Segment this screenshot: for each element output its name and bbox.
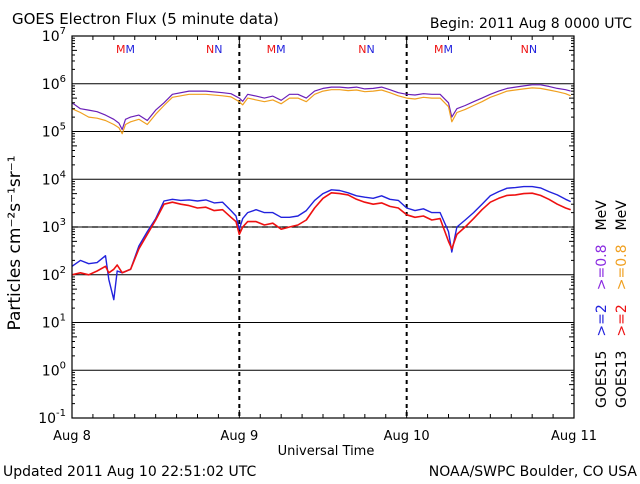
y-tick-label: 107 [42, 26, 66, 45]
m-marker: MM [434, 43, 453, 56]
x-axis-label: Universal Time [278, 444, 375, 459]
x-tick-label: Aug 8 [53, 429, 91, 444]
credit-label: NOAA/SWPC Boulder, CO USA [429, 464, 638, 480]
m-marker: MM [267, 43, 286, 56]
x-tick-label: Aug 9 [220, 429, 258, 444]
y-tick-label: 104 [42, 169, 66, 188]
legend-goes15: GOES15 >=2 >=0.8 MeV [594, 200, 610, 408]
y-tick-label: 105 [42, 122, 66, 141]
legend-goes13: GOES13 >=2 >=0.8 MeV [614, 200, 630, 408]
series-line-3 [71, 192, 571, 276]
axes: 107 106 105 104 103 102 101 100 10-1 MM MM MM NN NN NN… [38, 26, 597, 444]
gridlines [72, 35, 574, 419]
y-tick-label: 102 [42, 265, 66, 284]
n-marker: NN [521, 43, 537, 56]
series-line-0 [71, 84, 571, 131]
n-marker: NN [206, 43, 222, 56]
y-tick-label: 100 [42, 360, 66, 379]
y-tick-label: 103 [42, 217, 66, 236]
data-series [71, 84, 571, 301]
series-line-2 [71, 185, 571, 301]
chart-title: GOES Electron Flux (5 minute data) [12, 10, 279, 28]
begin-date-label: Begin: 2011 Aug 8 0000 UTC [430, 16, 632, 32]
x-tick-label: Aug 11 [551, 429, 597, 444]
series-line-1 [71, 87, 571, 135]
y-tick-label: 101 [42, 313, 66, 332]
y-tick-label: 10-1 [38, 408, 66, 427]
y-tick-label: 106 [42, 74, 66, 93]
updated-timestamp: Updated 2011 Aug 10 22:51:02 UTC [3, 464, 256, 480]
x-tick-label: Aug 10 [384, 429, 430, 444]
y-axis-label: Particles cm⁻²s⁻¹sr⁻¹ [5, 155, 25, 330]
m-marker: MM [116, 43, 135, 56]
n-marker: NN [358, 43, 374, 56]
